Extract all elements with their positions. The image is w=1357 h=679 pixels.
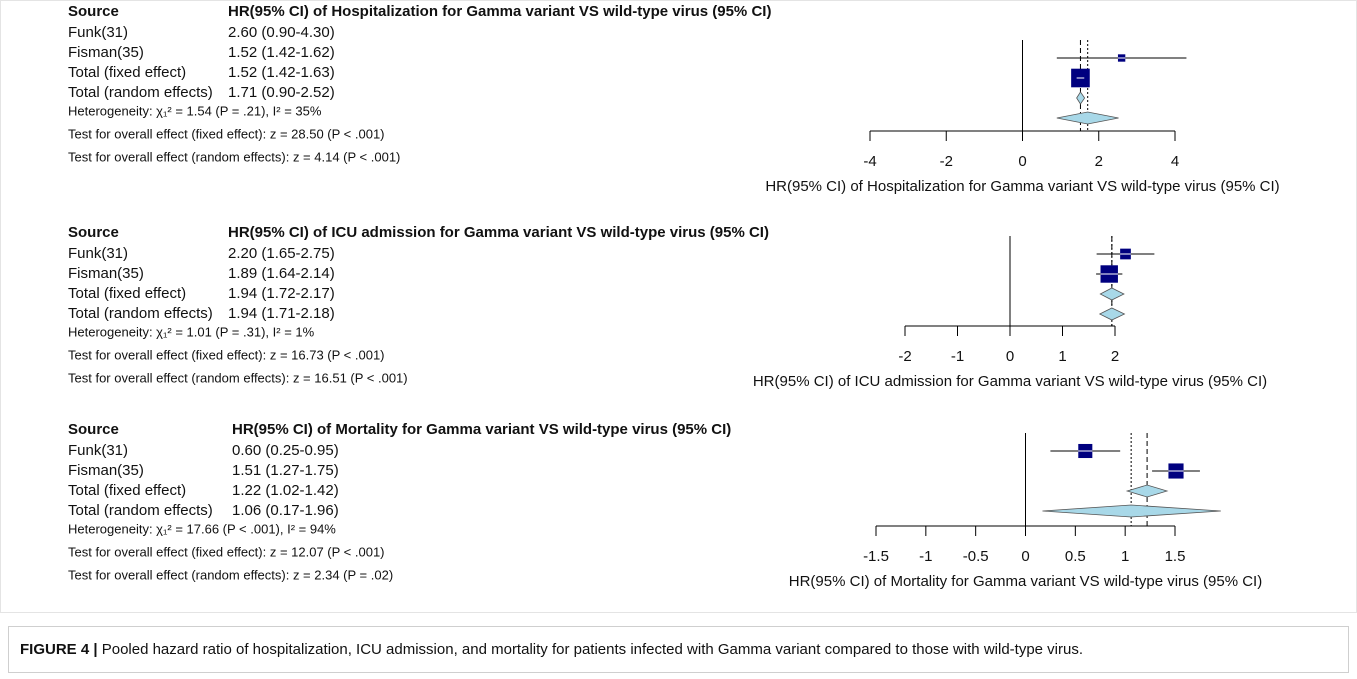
x-axis-label: HR(95% CI) of Hospitalization for Gamma …	[765, 178, 1279, 195]
estimate-label: 1.89 (1.64-2.14)	[228, 265, 335, 282]
source-header: Source	[68, 224, 119, 241]
study-name: Fisman(35)	[68, 265, 144, 282]
x-tick-label: 0	[1018, 153, 1026, 170]
estimate-label: 1.71 (0.90-2.52)	[228, 84, 335, 101]
pooled-diamond	[1042, 504, 1221, 518]
estimate-label: 1.52 (1.42-1.63)	[228, 64, 335, 81]
x-tick-label: 1	[1121, 548, 1129, 565]
study-name: Total (fixed effect)	[68, 64, 186, 81]
x-tick-label: 0	[1006, 348, 1014, 365]
test-note: Test for overall effect (random effects)…	[68, 567, 393, 582]
pooled-diamond	[1099, 287, 1125, 301]
caption: FIGURE 4 | Pooled hazard ratio of hospit…	[20, 641, 1083, 658]
x-tick-label: 0	[1021, 548, 1029, 565]
test-note: Test for overall effect (random effects)…	[68, 370, 408, 385]
x-tick-label: 1.5	[1165, 548, 1186, 565]
estimate-label: 1.22 (1.02-1.42)	[232, 482, 339, 499]
x-axis-label: HR(95% CI) of Mortality for Gamma varian…	[789, 573, 1262, 590]
estimate-label: 2.20 (1.65-2.75)	[228, 245, 335, 262]
source-header: Source	[68, 3, 119, 20]
test-note: Test for overall effect (fixed effect): …	[68, 544, 385, 559]
estimate-label: 2.60 (0.90-4.30)	[228, 24, 335, 41]
pooled-diamond	[1056, 111, 1119, 125]
estimate-label: 1.94 (1.71-2.18)	[228, 305, 335, 322]
study-name: Total (random effects)	[68, 305, 213, 322]
table-title: HR(95% CI) of Mortality for Gamma varian…	[232, 421, 731, 438]
test-note: Test for overall effect (random effects)…	[68, 149, 400, 164]
test-note: Test for overall effect (fixed effect): …	[68, 347, 385, 362]
x-tick-label: -2	[940, 153, 953, 170]
estimate-label: 1.06 (0.17-1.96)	[232, 502, 339, 519]
x-tick-label: -0.5	[963, 548, 989, 565]
x-tick-label: -1	[919, 548, 932, 565]
study-name: Total (random effects)	[68, 502, 213, 519]
x-tick-label: -1.5	[863, 548, 889, 565]
pooled-diamond	[1098, 307, 1126, 321]
x-tick-label: 4	[1171, 153, 1179, 170]
study-name: Fisman(35)	[68, 462, 144, 479]
caption-box	[8, 626, 1349, 673]
study-name: Funk(31)	[68, 245, 128, 262]
source-header: Source	[68, 421, 119, 438]
x-tick-label: 0.5	[1065, 548, 1086, 565]
test-note: Heterogeneity: χ₁² = 1.54 (P = .21), I² …	[68, 103, 322, 118]
study-name: Funk(31)	[68, 24, 128, 41]
study-name: Total (fixed effect)	[68, 482, 186, 499]
test-note: Test for overall effect (fixed effect): …	[68, 126, 385, 141]
x-tick-label: 1	[1058, 348, 1066, 365]
estimate-label: 1.51 (1.27-1.75)	[232, 462, 339, 479]
table-title: HR(95% CI) of Hospitalization for Gamma …	[228, 3, 771, 20]
study-name: Total (fixed effect)	[68, 285, 186, 302]
study-name: Funk(31)	[68, 442, 128, 459]
pooled-diamond	[1125, 484, 1169, 498]
x-tick-label: -2	[898, 348, 911, 365]
x-tick-label: -1	[951, 348, 964, 365]
caption-label: FIGURE 4 |	[20, 641, 98, 658]
x-tick-label: -4	[863, 153, 876, 170]
estimate-label: 1.52 (1.42-1.62)	[228, 44, 335, 61]
study-name: Fisman(35)	[68, 44, 144, 61]
x-tick-label: 2	[1111, 348, 1119, 365]
test-note: Heterogeneity: χ₁² = 17.66 (P < .001), I…	[68, 521, 336, 536]
estimate-label: 0.60 (0.25-0.95)	[232, 442, 339, 459]
pooled-diamond	[1076, 91, 1086, 105]
estimate-label: 1.94 (1.72-2.17)	[228, 285, 335, 302]
study-name: Total (random effects)	[68, 84, 213, 101]
test-note: Heterogeneity: χ₁² = 1.01 (P = .31), I² …	[68, 324, 315, 339]
x-tick-label: 2	[1095, 153, 1103, 170]
caption-text: Pooled hazard ratio of hospitalization, …	[102, 641, 1083, 658]
table-title: HR(95% CI) of ICU admission for Gamma va…	[228, 224, 769, 241]
x-axis-label: HR(95% CI) of ICU admission for Gamma va…	[753, 373, 1267, 390]
